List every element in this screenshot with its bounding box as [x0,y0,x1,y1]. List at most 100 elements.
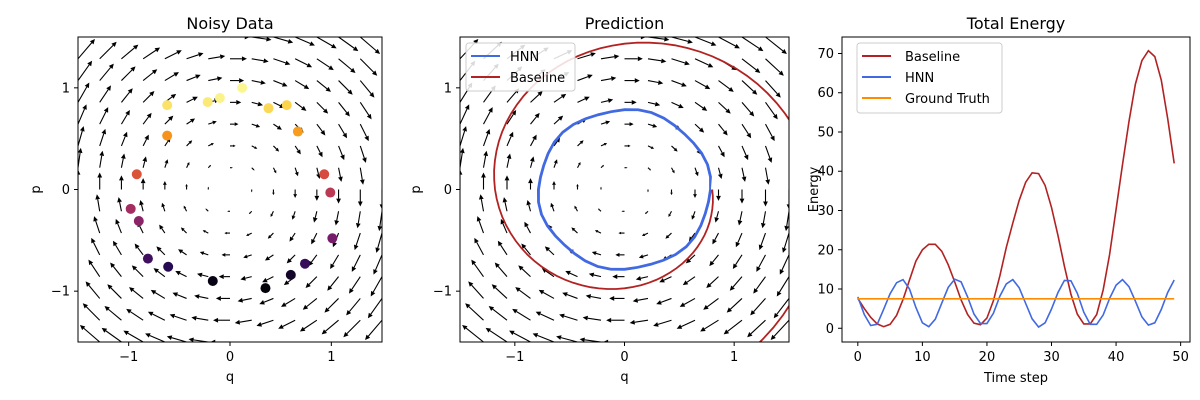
vector-arrow-shaft [293,211,296,217]
vector-arrow-shaft [765,102,776,116]
vector-arrow-shaft [181,251,187,256]
vector-arrow-shaft [482,155,487,168]
vector-arrow-head [506,153,512,159]
vector-arrow-head [768,357,773,362]
vector-arrow-head [362,157,367,163]
vector-arrow-shaft [374,254,382,271]
vector-arrow-shaft [251,101,259,105]
vector-arrow-shaft [694,123,701,130]
vector-arrow-head [328,65,334,71]
vector-arrow-shaft [500,244,508,256]
vector-arrow-shaft [595,252,602,256]
vector-arrow-shaft [590,295,602,299]
vector-arrow-head [462,126,467,132]
vector-arrow-head [79,325,86,331]
vector-arrow-head [353,244,359,251]
vector-arrow-shaft [714,232,719,241]
vector-arrow-shaft [353,254,361,268]
vector-arrow-head [338,176,343,182]
data-point [299,258,310,269]
vector-arrow-shaft [542,291,555,299]
vector-arrow-shaft [478,220,485,234]
vector-arrow-head [579,337,585,342]
vector-arrow-head [491,284,498,290]
vector-arrow-head [233,144,236,148]
vector-arrow-head [499,20,504,25]
x-tick-label: 1 [327,350,335,365]
vector-arrow-shaft [530,116,537,125]
line-baseline [857,49,1175,328]
vector-arrow-head [322,108,329,114]
vector-arrow-shaft [381,58,382,60]
vector-arrow-head [453,213,458,218]
vector-arrow-shaft [83,327,101,342]
vector-arrow-shaft [600,78,612,82]
vector-arrow-shaft [164,74,175,82]
vector-arrow-head [471,259,477,266]
vector-arrow-head [305,282,311,288]
vector-arrow-shaft [788,102,789,104]
vector-arrow-head [175,270,181,276]
vector-arrow-shaft [99,44,114,60]
vector-arrow-head [524,221,529,228]
panel-title: Noisy Data [186,14,273,33]
vector-arrow-head [69,235,73,241]
vector-arrow-shaft [788,124,789,126]
vector-arrow-shaft [201,274,209,278]
vector-field [69,37,399,342]
vector-arrow-head [681,82,687,87]
vector-arrow-shaft [134,268,144,278]
vector-arrow-head [640,37,646,40]
vector-arrow-shaft [575,207,578,212]
vector-arrow-head [196,272,203,278]
vector-arrow-shaft [530,37,532,38]
vector-arrow-shaft [694,37,712,45]
vector-arrow-head [346,310,352,316]
vector-arrow-head [374,48,381,54]
vector-arrow-head [685,258,692,264]
vector-arrow-head [147,311,154,317]
vector-arrow-shaft [460,108,468,125]
vector-arrow-head [532,134,537,141]
vector-arrow-head [294,171,299,177]
vector-arrow-head [582,315,588,321]
vector-arrow-head [357,201,363,207]
vector-arrow-shaft [372,276,382,293]
vector-arrow-head [720,151,725,158]
vector-arrow-head [142,156,148,162]
vector-arrow-shaft [357,211,361,224]
vector-arrow-shaft [130,311,144,321]
vector-arrow-head [172,292,178,297]
vector-arrow-head [355,222,361,229]
vector-arrow-head [574,205,578,209]
legend-box [856,42,1003,114]
vector-arrow-head [712,238,717,245]
vector-arrow-head [218,274,224,280]
vector-arrow-shaft [359,80,372,95]
data-point [202,97,213,108]
vector-arrow-head [621,210,623,212]
vector-arrow-shaft [161,228,166,234]
vector-arrow-shaft [553,96,563,103]
vector-arrow-shaft [709,276,719,285]
vector-arrow-head [394,73,399,78]
vector-arrow-head [502,197,508,203]
vector-arrow-head [779,269,785,275]
vector-arrow-head [205,208,208,211]
vector-arrow-shaft [140,204,144,212]
vector-arrow-head [753,288,759,294]
vector-arrow-head [325,86,331,92]
vector-arrow-head [314,195,320,201]
vector-arrow-shaft [120,136,126,147]
vector-arrow-head [95,194,101,200]
vector-arrow-shaft [634,319,649,323]
legend-label-hnn: HNN [905,71,934,86]
vector-arrow-head [168,115,174,121]
vector-arrow-shaft [765,37,784,52]
vector-arrow-head [728,86,734,92]
vector-arrow-head [234,122,239,127]
vector-arrow-head [166,335,173,341]
vector-arrow-shaft [730,298,743,310]
vector-arrow-shaft [120,158,124,168]
vector-arrow-shaft [78,86,88,103]
